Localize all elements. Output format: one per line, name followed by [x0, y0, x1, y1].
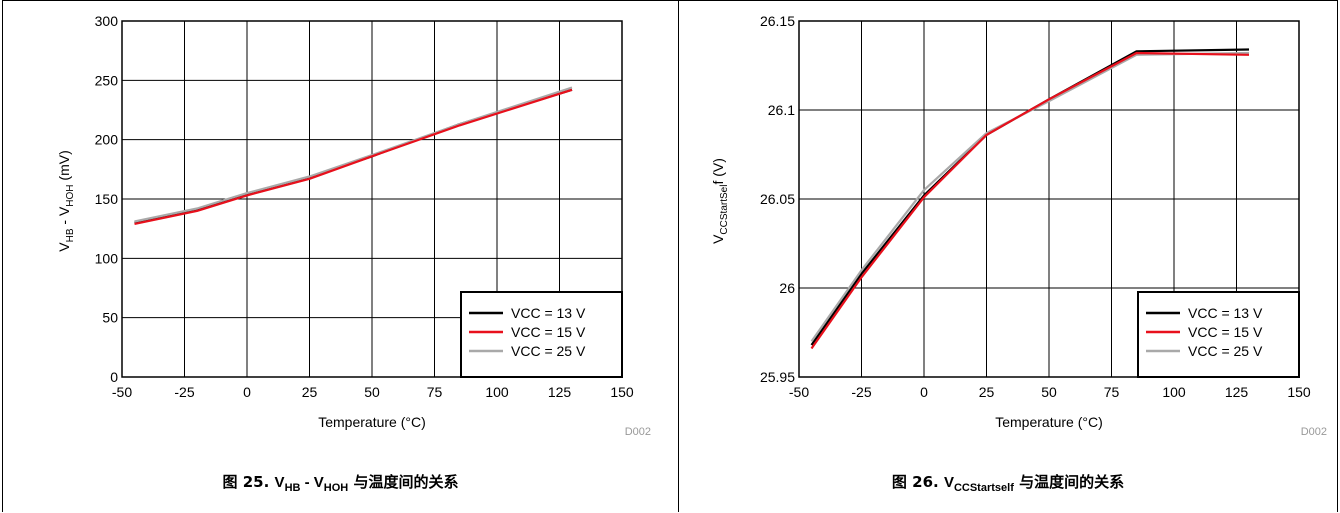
y-tick-label: 26.05 — [760, 191, 795, 207]
y-tick-label: 250 — [95, 72, 119, 88]
x-tick-label: -25 — [174, 384, 194, 400]
x-tick-label: 100 — [1162, 384, 1186, 400]
y-tick-label: 25.95 — [760, 369, 795, 385]
chart-panel-left: -50 -25 0 25 50 75 100 125 150 0 50 100 150 200 250 300… — [2, 0, 679, 512]
x-tick-label: 0 — [243, 384, 251, 400]
x-tick-label: 125 — [548, 384, 572, 400]
grid-left — [121, 20, 623, 378]
y-tick-label: 0 — [110, 369, 118, 385]
series-line-vcc-15v — [810, 51, 1250, 350]
x-axis-label-left: Temperature (°C) — [318, 414, 426, 430]
series-left — [134, 86, 573, 225]
legend-entry-label: VCC = 13 V — [1188, 305, 1263, 321]
y-tick-label: 26.1 — [768, 102, 795, 118]
x-tick-label: 50 — [364, 384, 380, 400]
x-tick-label: 75 — [1104, 384, 1120, 400]
figure-id-left: D002 — [625, 426, 651, 438]
x-tick-label: 125 — [1225, 384, 1249, 400]
x-tick-label: 100 — [485, 384, 509, 400]
legend-box — [460, 291, 623, 378]
legend-entry-label: VCC = 13 V — [511, 305, 586, 321]
figure-caption-left: 图 25. VHB - VHOH 与温度间的关系 — [222, 473, 459, 494]
ticks-left: -50 -25 0 25 50 75 100 125 150 0 50 100 150 200 250 300 — [95, 13, 634, 400]
legend-right: VCC = 13 V VCC = 15 V VCC = 25 V — [1137, 291, 1300, 378]
y-tick-label: 26 — [779, 280, 795, 296]
y-axis-label-right: VCCStartSelf (V) — [710, 158, 730, 244]
plot-frame — [121, 20, 623, 378]
x-tick-label: 25 — [302, 384, 318, 400]
y-tick-label: 200 — [95, 132, 119, 148]
x-tick-label: -50 — [112, 384, 132, 400]
x-tick-label: 150 — [610, 384, 634, 400]
figure-caption-right: 图 26. VCCStartself 与温度间的关系 — [891, 473, 1125, 494]
series-line-vcc-15v — [134, 88, 573, 225]
legend-entry-label: VCC = 15 V — [511, 324, 586, 340]
y-axis-label-left: VHB - VHOH (mV) — [56, 150, 76, 251]
series-right — [810, 48, 1250, 350]
series-line-vcc-25v — [810, 51, 1250, 343]
series-line-vcc-25v — [134, 86, 573, 223]
x-tick-label: 75 — [427, 384, 443, 400]
legend-left: VCC = 13 V VCC = 15 V VCC = 25 V — [460, 291, 623, 378]
x-tick-label: -50 — [789, 384, 809, 400]
y-tick-label: 50 — [102, 310, 118, 326]
ticks-right: -50 -25 0 25 50 75 100 125 150 25.95 26 26.05 26.1 26… — [760, 13, 1311, 400]
y-tick-label: 100 — [95, 250, 119, 266]
legend-box — [1137, 291, 1300, 378]
plot-frame — [798, 20, 1300, 378]
chart-panel-right: -50 -25 0 25 50 75 100 125 150 25.95 26 26.05 26.1 26… — [679, 0, 1338, 512]
x-tick-label: 50 — [1041, 384, 1057, 400]
legend-entry-label: VCC = 25 V — [1188, 343, 1263, 359]
legend-entry-label: VCC = 25 V — [511, 343, 586, 359]
y-tick-label: 300 — [95, 13, 119, 29]
x-tick-label: 0 — [920, 384, 928, 400]
chart-left-svg: -50 -25 0 25 50 75 100 125 150 0 50 100 150 200 250 300… — [56, 13, 651, 438]
figure-id-right: D002 — [1301, 426, 1327, 438]
grid-right — [798, 20, 1300, 378]
y-tick-label: 26.15 — [760, 13, 795, 29]
x-tick-label: 150 — [1287, 384, 1311, 400]
legend-entry-label: VCC = 15 V — [1188, 324, 1263, 340]
x-tick-label: 25 — [979, 384, 995, 400]
chart-right-svg: -50 -25 0 25 50 75 100 125 150 25.95 26 26.05 26.1 26… — [710, 13, 1327, 438]
x-tick-label: -25 — [851, 384, 871, 400]
x-axis-label-right: Temperature (°C) — [995, 414, 1103, 430]
y-tick-label: 150 — [95, 191, 119, 207]
